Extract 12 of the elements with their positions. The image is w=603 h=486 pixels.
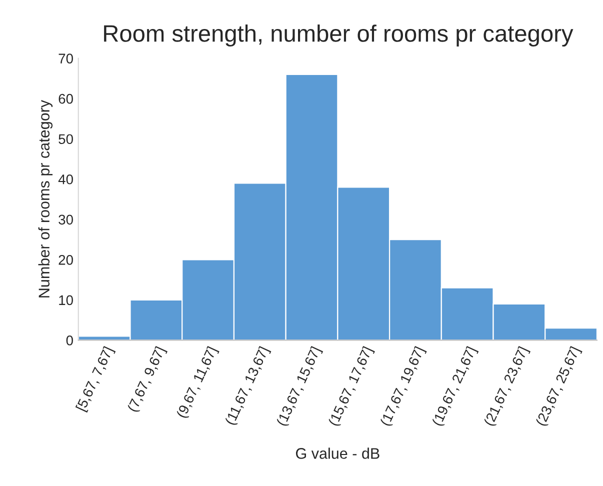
x-tick-label: (7,67, 9,67]: [126, 346, 168, 414]
y-tick-label: 0: [66, 336, 73, 346]
x-axis-title: G value - dB: [296, 448, 380, 459]
y-tick-label: 40: [58, 174, 73, 184]
y-tick-label: 50: [58, 134, 73, 144]
y-tick-label: 70: [58, 54, 73, 64]
y-tick-label: 10: [59, 295, 73, 306]
y-tick-label: 30: [58, 214, 73, 225]
y-tick-label: 60: [58, 94, 73, 104]
chart-title: Room strength, number of rooms pr category: [104, 24, 574, 47]
y-tick-label: 20: [58, 254, 73, 265]
y-axis-title: Number of rooms pr category: [38, 100, 53, 298]
